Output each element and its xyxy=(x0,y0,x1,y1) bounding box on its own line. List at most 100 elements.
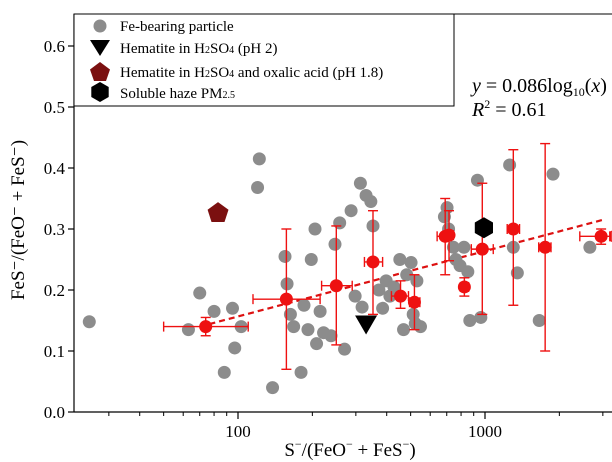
fe-particle-point-62 xyxy=(546,167,560,181)
fe-particle-point-10 xyxy=(266,381,280,395)
binned-mean-point-12 xyxy=(594,229,608,243)
fe-particle-point-19 xyxy=(308,222,322,236)
fe-particle-point-58 xyxy=(503,158,517,172)
fe-particle-point-46 xyxy=(413,320,427,334)
fe-particle-point-30 xyxy=(355,300,369,314)
binned-mean-5 xyxy=(407,274,421,331)
fe-particle-point-9 xyxy=(251,181,265,195)
binned-mean-point-11 xyxy=(538,240,552,254)
binned-mean-point-7 xyxy=(442,228,456,242)
fe-particle-point-13 xyxy=(283,307,297,321)
binned-mean-point-10 xyxy=(506,222,520,236)
fe-particle-point-55 xyxy=(463,314,477,327)
fe-particle-point-48 xyxy=(440,201,454,215)
fe-particle-point-57 xyxy=(474,310,488,324)
fe-particle-point-29 xyxy=(353,176,367,190)
fe-particle-point-26 xyxy=(338,342,352,356)
fe-particle-point-40 xyxy=(397,323,411,337)
fe-particle-point-41 xyxy=(400,268,414,282)
y-tick-label-3: 0.3 xyxy=(44,220,65,239)
binned-mean-2 xyxy=(320,225,353,346)
fe-particle-point-35 xyxy=(376,301,390,315)
binned-mean-point-3 xyxy=(366,255,380,269)
legend: Fe-bearing particle Hematite in H2SO4 (p… xyxy=(73,13,455,107)
y-tick-label-0: 0.0 xyxy=(44,403,65,422)
binned-mean-13 xyxy=(609,230,612,242)
fe-particle-point-60 xyxy=(510,266,524,280)
fe-particle-point-45 xyxy=(410,274,424,288)
legend-marker-hematite-h2so4 xyxy=(90,40,110,56)
fe-particle-point-15 xyxy=(294,365,308,379)
legend-marker-fe-particle xyxy=(93,19,107,33)
binned-mean-point-4 xyxy=(394,289,408,303)
legend-label-soluble-haze: Soluble haze PM2.5 xyxy=(120,86,235,102)
legend-box xyxy=(73,13,455,107)
y-tick-label-1: 0.1 xyxy=(44,342,65,361)
fe-particle-point-17 xyxy=(301,323,315,337)
x-axis-label: S−/(FeO− + FeS−) xyxy=(284,437,415,461)
fe-particle-point-5 xyxy=(225,301,239,315)
fe-particle-point-18 xyxy=(304,253,318,266)
fe-particle-point-1 xyxy=(181,323,195,337)
fe-particle-point-8 xyxy=(252,152,266,166)
fe-particle-point-42 xyxy=(404,256,418,270)
fe-particle-point-38 xyxy=(387,280,401,294)
hematite-oxalic-point xyxy=(207,202,229,222)
fe-particle-point-2 xyxy=(193,286,207,300)
legend-label-fe-particle: Fe-bearing particle xyxy=(120,19,234,35)
axis-ticks: 0.0 0.1 0.2 0.3 0.4 0.5 0.6 100 1000 xyxy=(44,37,604,441)
fe-particle-point-14 xyxy=(287,320,301,334)
fe-particle-point-28 xyxy=(348,289,362,303)
y-axis-label: FeS⁻/(FeO⁻ + FeS⁻) xyxy=(8,140,29,300)
binned-mean-3 xyxy=(363,209,384,316)
binned-mean-4 xyxy=(390,280,410,309)
binned-mean-8 xyxy=(457,277,471,297)
fe-particle-point-3 xyxy=(207,304,221,318)
fe-particle-point-24 xyxy=(328,237,342,251)
fe-particle-point-53 xyxy=(457,240,471,254)
binned-mean-12 xyxy=(579,228,612,245)
fe-particle-point-32 xyxy=(364,195,378,209)
fe-particle-point-50 xyxy=(446,240,460,254)
binned-mean-9 xyxy=(470,182,494,316)
fe-particle-point-21 xyxy=(313,304,327,318)
binned-mean-point-9 xyxy=(475,242,489,256)
y-tick-label-2: 0.2 xyxy=(44,281,65,300)
y-tick-label-6: 0.6 xyxy=(44,37,65,56)
fe-particle-point-63 xyxy=(583,240,597,254)
legend-label-hematite-oxalic: Hematite in H2SO4 and oxalic acid (pH 1.… xyxy=(120,65,383,81)
fe-particle-point-11 xyxy=(278,249,292,263)
binned-mean-1 xyxy=(252,228,321,370)
fe-particle-point-39 xyxy=(393,253,407,266)
fe-particle-point-23 xyxy=(324,329,338,343)
fe-particle-point-0 xyxy=(82,315,96,329)
fe-particle-point-34 xyxy=(372,283,386,297)
fe-particle-point-16 xyxy=(297,298,311,312)
x-tick-label-0: 100 xyxy=(225,422,251,441)
fe-particle-point-4 xyxy=(217,365,231,379)
binned-mean-0 xyxy=(162,316,249,337)
fe-particle-point-6 xyxy=(228,341,242,355)
hematite-h2so4-point xyxy=(355,315,378,335)
y-tick-label-4: 0.4 xyxy=(44,159,66,178)
fe-particle-points xyxy=(82,152,597,395)
binned-mean-point-5 xyxy=(407,295,421,309)
soluble-haze-point xyxy=(474,217,493,239)
fe-particle-point-61 xyxy=(532,314,546,327)
fe-particle-point-25 xyxy=(333,216,347,230)
binned-mean-10 xyxy=(506,148,521,306)
x-tick-label-1: 1000 xyxy=(468,422,502,441)
binned-mean-7 xyxy=(442,209,456,262)
reference-points xyxy=(207,202,493,335)
fit-equation: y = 0.086log10(x) xyxy=(470,75,607,99)
fit-r-squared: R2 = 0.61 xyxy=(471,97,547,121)
fe-particle-point-27 xyxy=(344,204,358,218)
legend-marker-hematite-oxalic xyxy=(90,62,110,81)
y-tick-label-5: 0.5 xyxy=(44,98,65,117)
legend-marker-soluble-haze xyxy=(91,82,109,102)
binned-mean-point-8 xyxy=(457,280,471,294)
binned-mean-point-2 xyxy=(329,279,343,293)
legend-label-hematite-h2so4: Hematite in H2SO4 (pH 2) xyxy=(120,41,278,57)
binned-mean-point-0 xyxy=(199,320,213,334)
